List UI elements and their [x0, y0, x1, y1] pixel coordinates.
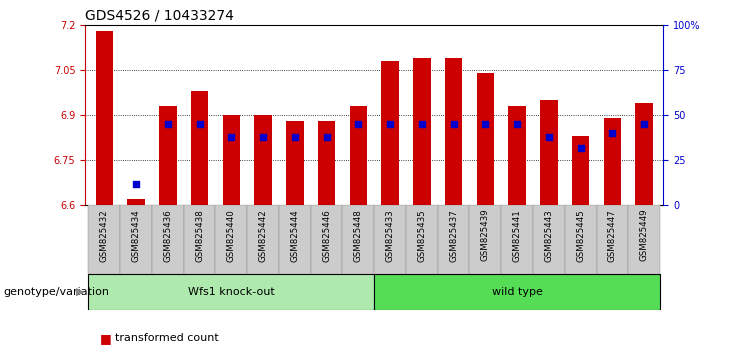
Point	[162, 121, 173, 127]
FancyBboxPatch shape	[216, 205, 247, 274]
FancyBboxPatch shape	[184, 205, 216, 274]
Point	[225, 134, 237, 139]
Text: GSM825445: GSM825445	[576, 209, 585, 262]
Bar	[508, 106, 526, 205]
Point	[479, 121, 491, 127]
Text: genotype/variation: genotype/variation	[4, 287, 110, 297]
Point	[384, 121, 396, 127]
FancyBboxPatch shape	[120, 205, 152, 274]
FancyBboxPatch shape	[470, 205, 501, 274]
Text: Wfs1 knock-out: Wfs1 knock-out	[188, 287, 275, 297]
Point	[543, 134, 555, 139]
Point	[416, 121, 428, 127]
FancyBboxPatch shape	[533, 205, 565, 274]
FancyBboxPatch shape	[565, 205, 597, 274]
Text: transformed count: transformed count	[115, 333, 219, 343]
Text: GSM825432: GSM825432	[100, 209, 109, 262]
Text: GSM825443: GSM825443	[545, 209, 554, 262]
Text: GSM825448: GSM825448	[353, 209, 363, 262]
Bar	[254, 115, 272, 205]
Bar	[445, 58, 462, 205]
Bar	[413, 58, 431, 205]
Bar	[127, 199, 144, 205]
Bar	[96, 31, 113, 205]
Bar	[350, 106, 367, 205]
Text: ▶: ▶	[76, 287, 84, 297]
Text: GDS4526 / 10433274: GDS4526 / 10433274	[85, 8, 234, 22]
Point	[638, 121, 650, 127]
Bar	[382, 61, 399, 205]
FancyBboxPatch shape	[374, 205, 406, 274]
Bar	[636, 103, 653, 205]
Bar	[286, 121, 304, 205]
Text: GSM825442: GSM825442	[259, 209, 268, 262]
Text: GSM825444: GSM825444	[290, 209, 299, 262]
Bar	[222, 115, 240, 205]
Text: GSM825436: GSM825436	[163, 209, 173, 262]
Text: GSM825447: GSM825447	[608, 209, 617, 262]
FancyBboxPatch shape	[279, 205, 310, 274]
Bar	[540, 100, 557, 205]
Point	[257, 134, 269, 139]
Bar	[604, 118, 621, 205]
Point	[448, 121, 459, 127]
Text: GSM825438: GSM825438	[195, 209, 204, 262]
Text: ■: ■	[100, 332, 112, 344]
FancyBboxPatch shape	[374, 274, 660, 310]
FancyBboxPatch shape	[438, 205, 470, 274]
FancyBboxPatch shape	[88, 274, 374, 310]
Text: GSM825440: GSM825440	[227, 209, 236, 262]
FancyBboxPatch shape	[247, 205, 279, 274]
Text: GSM825439: GSM825439	[481, 209, 490, 261]
Point	[130, 181, 142, 187]
FancyBboxPatch shape	[406, 205, 438, 274]
Point	[606, 130, 618, 136]
Point	[575, 145, 587, 150]
Text: GSM825433: GSM825433	[385, 209, 395, 262]
Bar	[572, 136, 589, 205]
FancyBboxPatch shape	[342, 205, 374, 274]
FancyBboxPatch shape	[152, 205, 184, 274]
FancyBboxPatch shape	[88, 205, 120, 274]
FancyBboxPatch shape	[501, 205, 533, 274]
Point	[193, 121, 205, 127]
Text: GSM825437: GSM825437	[449, 209, 458, 262]
FancyBboxPatch shape	[628, 205, 660, 274]
FancyBboxPatch shape	[597, 205, 628, 274]
Text: wild type: wild type	[492, 287, 542, 297]
Point	[353, 121, 365, 127]
Point	[511, 121, 523, 127]
Text: GSM825435: GSM825435	[417, 209, 426, 262]
Point	[289, 134, 301, 139]
Bar	[191, 91, 208, 205]
Text: GSM825441: GSM825441	[513, 209, 522, 262]
Point	[321, 134, 333, 139]
Bar	[318, 121, 335, 205]
Text: GSM825446: GSM825446	[322, 209, 331, 262]
FancyBboxPatch shape	[310, 205, 342, 274]
Text: GSM825434: GSM825434	[131, 209, 141, 262]
Bar	[159, 106, 176, 205]
Text: GSM825449: GSM825449	[639, 209, 648, 261]
Bar	[476, 73, 494, 205]
